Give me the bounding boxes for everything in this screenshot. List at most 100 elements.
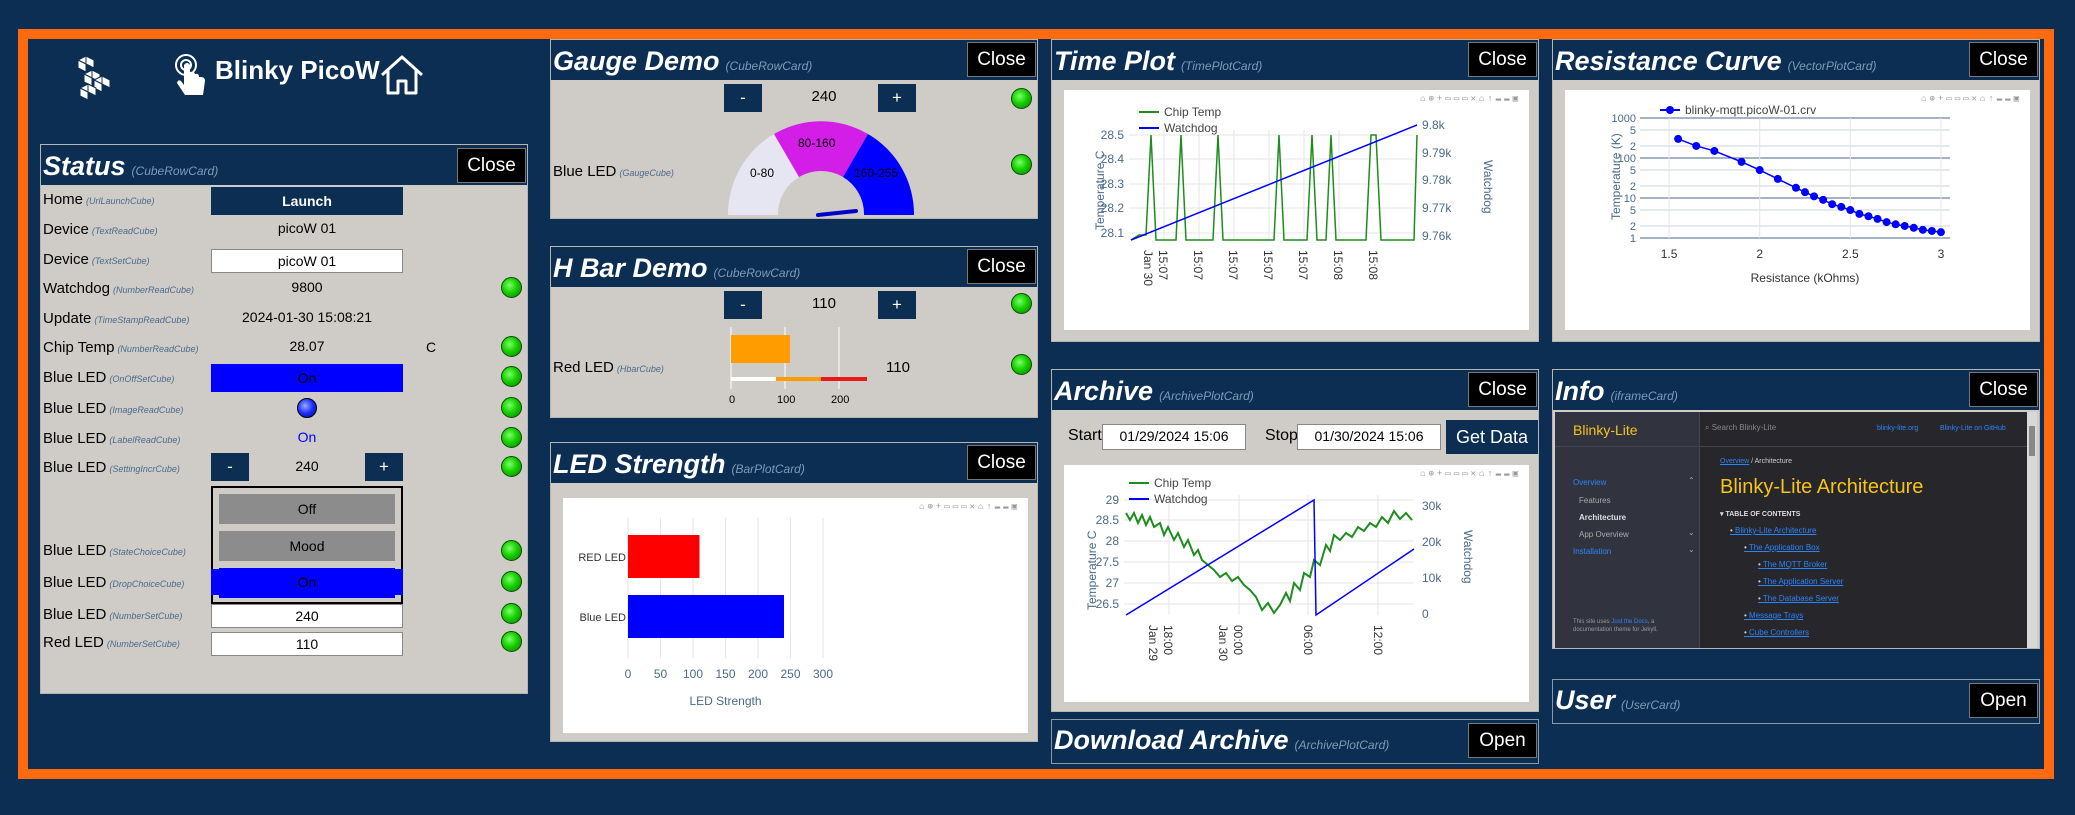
res-point[interactable] bbox=[1900, 221, 1909, 230]
timeplot-y2label: Watchdog bbox=[1481, 160, 1495, 214]
doc-crumb-overview[interactable]: Overview bbox=[1720, 458, 1750, 465]
doc-link-github[interactable]: Blinky-Lite on GitHub bbox=[1940, 425, 2006, 432]
plot-toolbar[interactable]: ⌂⊕+▭▭▭✕⌂↑▬▬▣ bbox=[919, 502, 1020, 512]
res-point[interactable] bbox=[1819, 195, 1828, 204]
res-point[interactable] bbox=[1891, 220, 1900, 229]
doc-footer-link[interactable]: Just the Docs bbox=[1611, 619, 1648, 625]
stop-input[interactable]: 01/30/2024 15:06 bbox=[1297, 424, 1441, 450]
doc-nav-architecture[interactable]: Architecture bbox=[1579, 513, 1627, 522]
info-iframe[interactable]: Blinky-Lite Overview ⌃ Features Architec… bbox=[1555, 412, 2037, 648]
gauge-plus-button[interactable]: + bbox=[878, 84, 916, 112]
res-xlabel: Resistance (kOhms) bbox=[1751, 271, 1860, 285]
led-bar[interactable] bbox=[628, 595, 784, 638]
res-point[interactable] bbox=[1801, 188, 1809, 197]
doc-nav-overview[interactable]: Overview bbox=[1573, 478, 1607, 487]
state-choice-off[interactable]: Off bbox=[219, 494, 395, 524]
timeplot-close-button[interactable]: Close bbox=[1468, 42, 1537, 77]
blue-led-minus-button[interactable]: - bbox=[211, 453, 249, 481]
gauge-subtitle: (CubeRowCard) bbox=[725, 59, 813, 73]
number-set-input[interactable]: 240 bbox=[211, 604, 403, 628]
hbar-plus-button[interactable]: + bbox=[878, 291, 916, 319]
res-point[interactable] bbox=[1737, 157, 1746, 166]
res-point[interactable] bbox=[1918, 225, 1927, 234]
number-set-input[interactable]: picoW 01 bbox=[211, 249, 403, 273]
doc-nav-installation[interactable]: Installation bbox=[1573, 547, 1612, 556]
res-point[interactable] bbox=[1773, 174, 1782, 183]
gauge-card: Gauge Demo (CubeRowCard) Close - 240 + Bl… bbox=[550, 39, 1038, 219]
res-ytick: 5 bbox=[1630, 125, 1636, 137]
status-row-label-sub: (StateChoiceCube) bbox=[109, 547, 186, 557]
doc-toc-item[interactable]: • Cube Controllers bbox=[1744, 628, 1809, 637]
res-point[interactable] bbox=[1864, 212, 1873, 221]
archive-close-button[interactable]: Close bbox=[1468, 372, 1537, 407]
doc-toc-item[interactable]: • The Application Server bbox=[1758, 577, 1843, 586]
res-point[interactable] bbox=[1692, 141, 1701, 150]
onoff-toggle[interactable]: On bbox=[211, 364, 403, 392]
state-choice-mood[interactable]: Mood bbox=[219, 531, 395, 561]
bullet-icon: • bbox=[1758, 594, 1763, 603]
res-point[interactable] bbox=[1828, 200, 1837, 209]
home-icon[interactable] bbox=[378, 53, 426, 97]
user-open-button[interactable]: Open bbox=[1969, 683, 2038, 718]
res-point[interactable] bbox=[1755, 166, 1764, 175]
doc-nav-app-overview[interactable]: App Overview bbox=[1579, 530, 1629, 539]
res-point[interactable] bbox=[1810, 192, 1819, 201]
res-point[interactable] bbox=[1791, 183, 1800, 192]
timeplot-plot[interactable]: ⌂⊕+▭▭▭✕⌂↑▬▬▣ Chip Temp Watchdog 28.5 28.… bbox=[1064, 90, 1529, 330]
res-point[interactable] bbox=[1927, 226, 1936, 235]
doc-nav-features[interactable]: Features bbox=[1579, 496, 1611, 505]
gauge-close-button[interactable]: Close bbox=[967, 42, 1036, 77]
doc-scrollbar[interactable] bbox=[2027, 412, 2037, 648]
doc-nav-overview-chevron: ⌃ bbox=[1688, 476, 1695, 485]
doc-link-site[interactable]: blinky-lite.org bbox=[1877, 425, 1919, 432]
archive-ytick-1: 29 bbox=[1106, 493, 1120, 507]
archive-toolbar[interactable]: ⌂⊕+▭▭▭✕⌂↑▬▬▣ bbox=[1420, 469, 1521, 479]
timeplot-toolbar[interactable]: ⌂⊕+▭▭▭✕⌂↑▬▬▣ bbox=[1420, 94, 1521, 104]
status-row-label-sub: (ImageReadCube) bbox=[109, 405, 184, 415]
res-point[interactable] bbox=[1873, 214, 1882, 223]
res-point[interactable] bbox=[1846, 206, 1855, 215]
archive-ytick-6: 26.5 bbox=[1096, 597, 1120, 611]
get-data-button[interactable]: Get Data bbox=[1446, 420, 1538, 454]
hbar-subtitle: (CubeRowCard) bbox=[713, 266, 801, 280]
gauge-minus-button[interactable]: - bbox=[724, 84, 762, 112]
status-close-button[interactable]: Close bbox=[457, 148, 526, 183]
start-input[interactable]: 01/29/2024 15:06 bbox=[1102, 424, 1246, 450]
number-set-input[interactable]: 110 bbox=[211, 632, 403, 656]
status-row-label: Watchdog (NumberReadCube) bbox=[43, 280, 194, 297]
res-point[interactable] bbox=[1909, 223, 1918, 232]
archive-plot[interactable]: ⌂⊕+▭▭▭✕⌂↑▬▬▣ Chip Temp Watchdog 29 28.5 … bbox=[1064, 465, 1529, 702]
status-row-label-text: Chip Temp bbox=[43, 339, 115, 356]
hbar-minus-button[interactable]: - bbox=[724, 291, 762, 319]
status-row-label-sub: (TimeStampReadCube) bbox=[94, 315, 190, 325]
hbar-close-button[interactable]: Close bbox=[967, 249, 1036, 284]
doc-toc-item[interactable]: • The Database Server bbox=[1758, 594, 1839, 603]
led-strength-plot[interactable]: ⌂⊕+▭▭▭✕⌂↑▬▬▣ 0 50 100 150 200 250 300 RED LED Bl… bbox=[563, 498, 1028, 733]
res-point[interactable] bbox=[1710, 146, 1719, 155]
doc-toc-item[interactable]: • Message Trays bbox=[1744, 611, 1803, 620]
doc-toc-label: TABLE OF CONTENTS bbox=[1725, 511, 1801, 518]
res-point[interactable] bbox=[1882, 218, 1891, 227]
led-close-button[interactable]: Close bbox=[967, 445, 1036, 480]
res-point[interactable] bbox=[1936, 228, 1945, 237]
resistance-plot[interactable]: ⌂⊕+▭▭▭✕⌂↑▬▬▣ 1000 5 2 100 5 2 10 5 2 1 1.5 2 2.5 3 bli… bbox=[1565, 90, 2030, 330]
doc-toc-item[interactable]: • The MQTT Broker bbox=[1758, 560, 1827, 569]
resistance-toolbar[interactable]: ⌂⊕+▭▭▭✕⌂↑▬▬▣ bbox=[1921, 94, 2022, 104]
doc-scroll-thumb[interactable] bbox=[2029, 426, 2035, 456]
download-open-button[interactable]: Open bbox=[1468, 723, 1537, 758]
doc-toc-item[interactable]: • The Application Box bbox=[1744, 543, 1820, 552]
doc-search-icon: ⌕ bbox=[1705, 423, 1712, 432]
blue-led-plus-button[interactable]: + bbox=[365, 453, 403, 481]
doc-toc-item[interactable]: • Blinky-Lite Architecture bbox=[1730, 526, 1816, 535]
launch-button[interactable]: Launch bbox=[211, 187, 403, 215]
doc-brand[interactable]: Blinky-Lite bbox=[1573, 422, 1638, 438]
info-close-button[interactable]: Close bbox=[1969, 372, 2038, 407]
res-point[interactable] bbox=[1674, 134, 1683, 143]
drop-choice-select[interactable]: On bbox=[211, 569, 403, 595]
hbar-label-sub: (HbarCube) bbox=[616, 364, 664, 374]
led-bar[interactable] bbox=[628, 535, 700, 578]
doc-search[interactable]: ⌕ Search Blinky-Lite bbox=[1705, 418, 1865, 438]
res-point[interactable] bbox=[1837, 202, 1846, 211]
resistance-close-button[interactable]: Close bbox=[1969, 42, 2038, 77]
res-point[interactable] bbox=[1855, 209, 1864, 218]
